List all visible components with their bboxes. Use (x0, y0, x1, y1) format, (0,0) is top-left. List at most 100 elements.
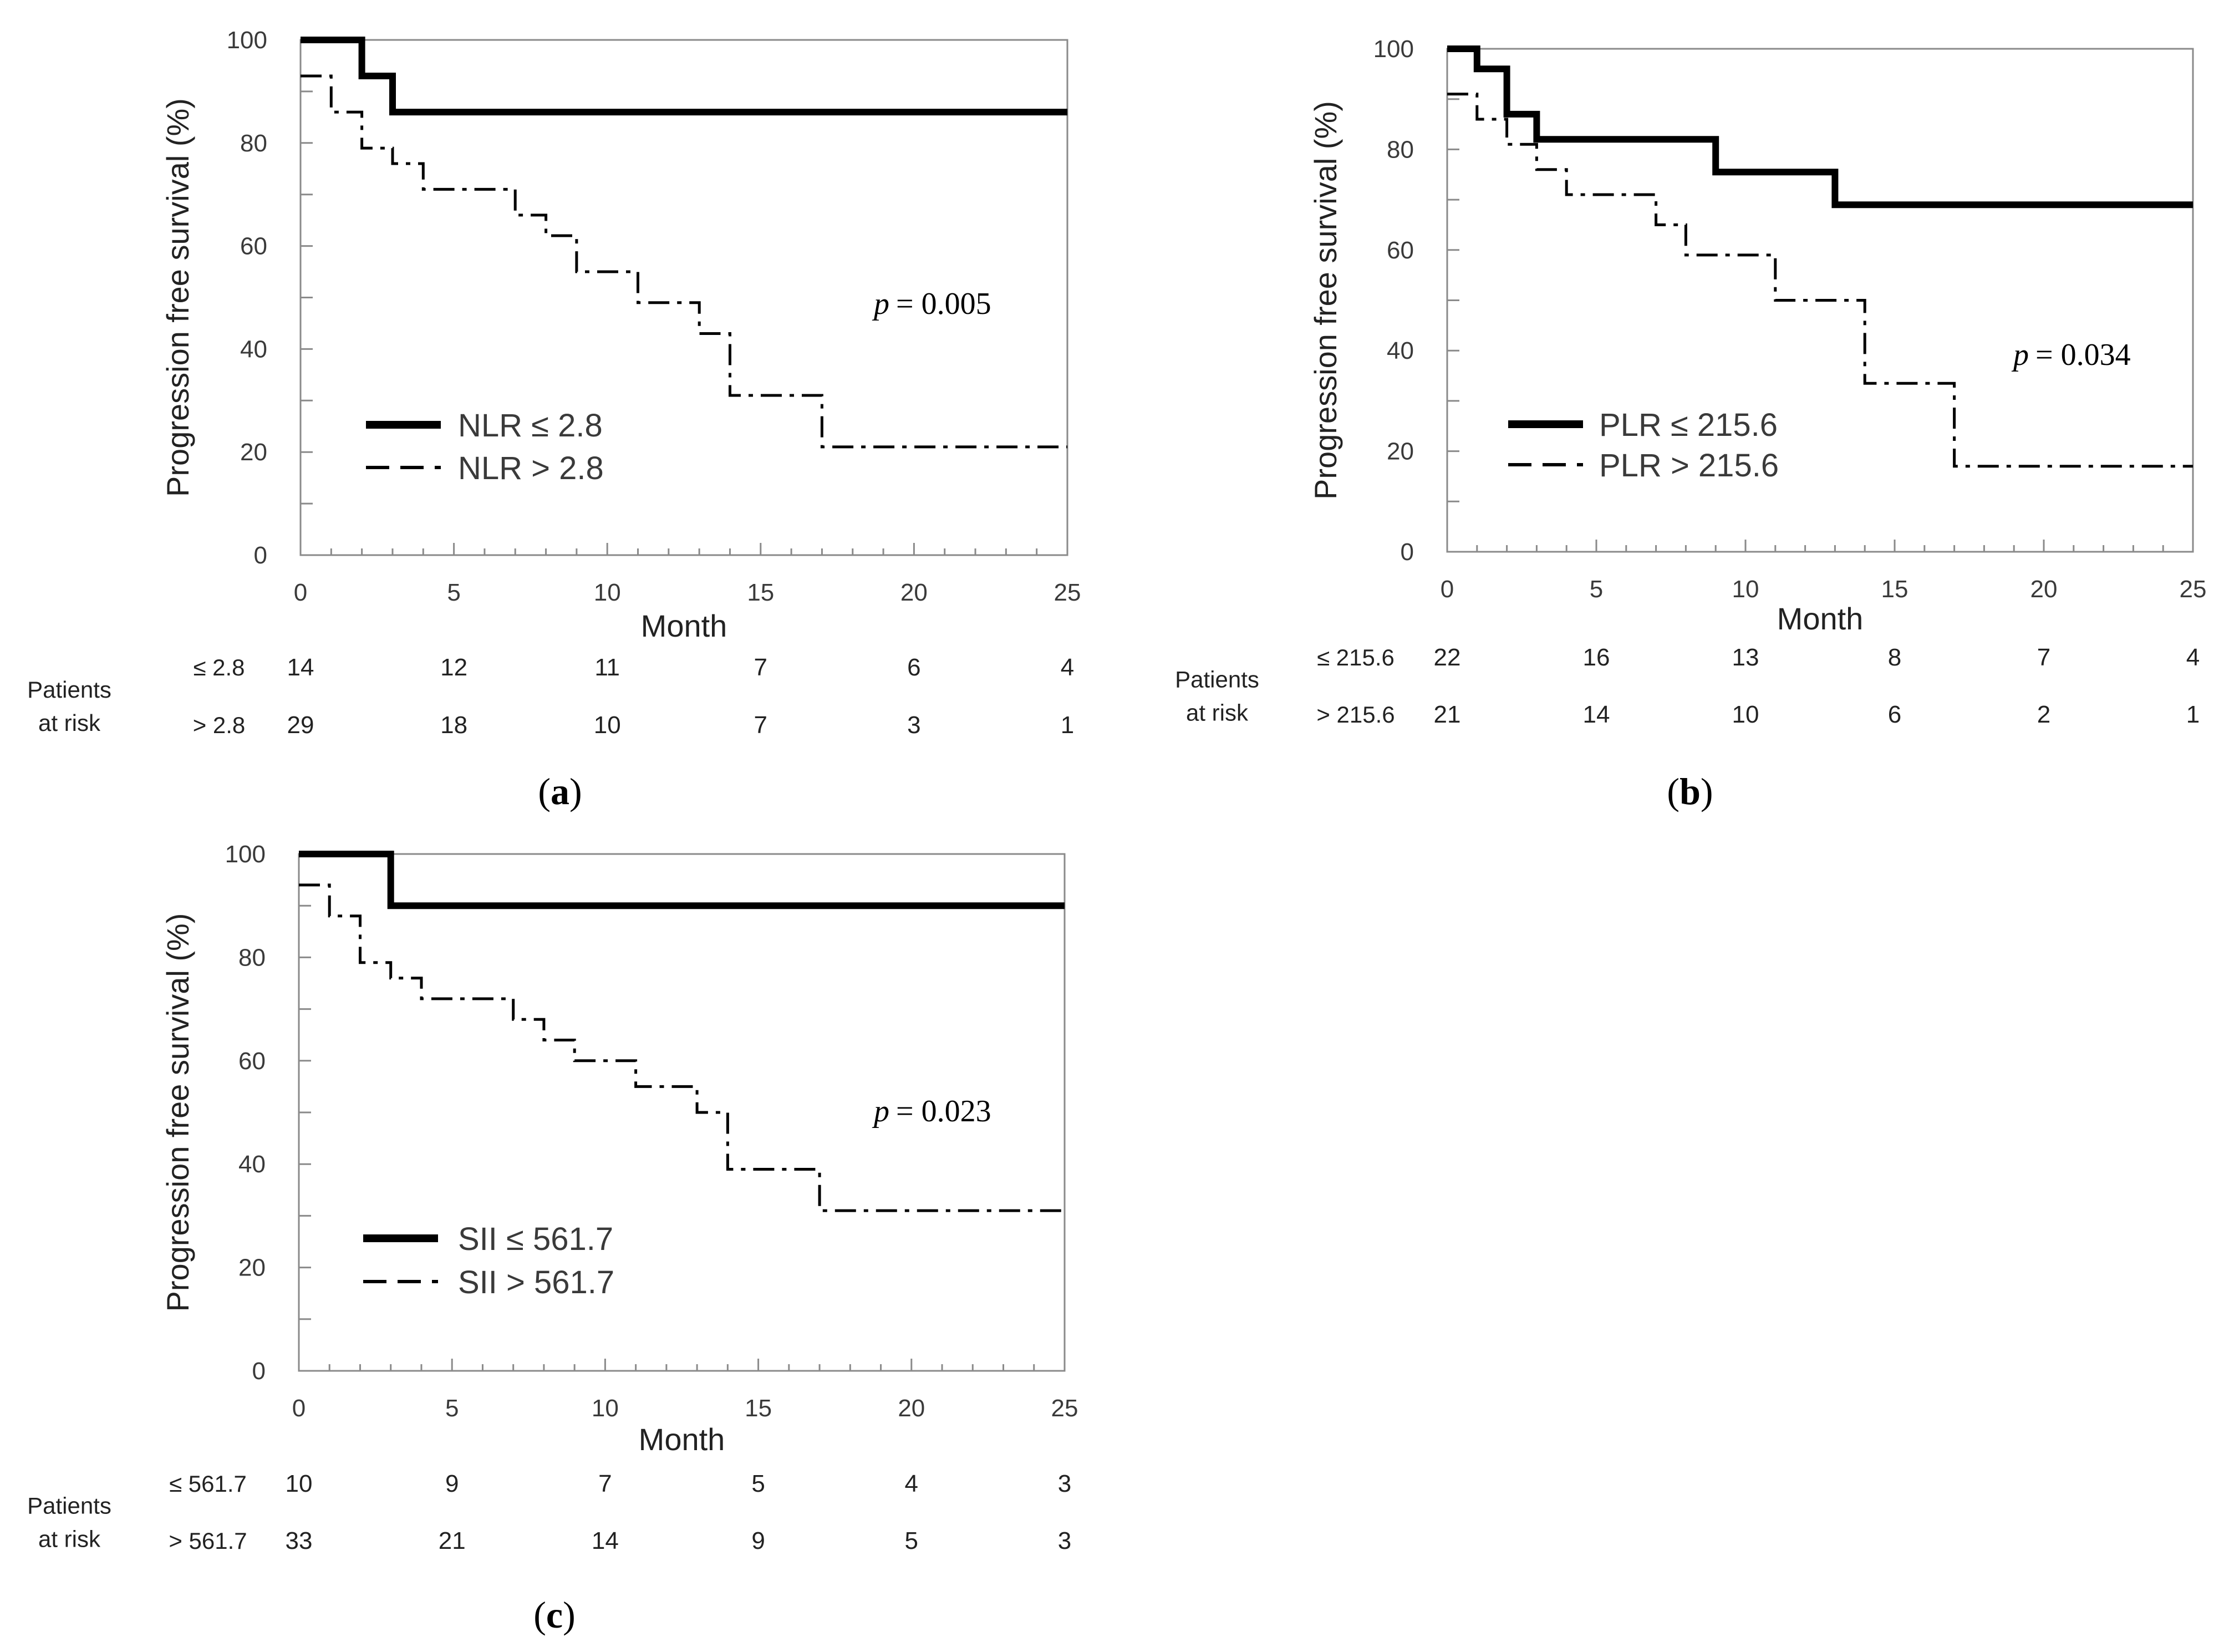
risk-value: 10 (286, 1470, 313, 1497)
y-axis: 0 20 40 60 80 100 (227, 27, 313, 569)
risk-value: 18 (440, 711, 467, 739)
x-tick-label: 20 (2030, 576, 2058, 603)
risk-table-title: Patients (27, 677, 111, 703)
risk-value: 7 (2037, 644, 2050, 671)
legend-label: PLR ≤ 215.6 (1599, 407, 1778, 443)
risk-value: 21 (439, 1527, 466, 1554)
x-tick-label: 5 (447, 579, 460, 606)
y-tick-label: 40 (240, 336, 267, 363)
y-axis-title: Progression free survival (%) (1308, 101, 1343, 500)
x-axis: 0 5 10 15 20 25 (294, 543, 1081, 606)
legend-label: SII ≤ 561.7 (458, 1221, 613, 1257)
risk-value: 3 (1058, 1470, 1071, 1497)
km-curve-low (301, 37, 1067, 116)
y-axis: 0 20 40 60 80 100 (1373, 35, 1459, 566)
y-tick-label: 20 (238, 1254, 266, 1282)
y-tick-label: 100 (225, 841, 266, 868)
legend-label: PLR > 215.6 (1599, 448, 1779, 484)
x-tick-label: 25 (1051, 1395, 1078, 1422)
risk-value: 2 (2037, 701, 2050, 728)
risk-value: 10 (594, 711, 621, 739)
risk-table: Patients at risk ≤ 561.7 10 9 7 5 4 3 > 561.7 33 21… (27, 1470, 1071, 1554)
x-tick-label: 20 (900, 579, 928, 606)
y-tick-label: 60 (238, 1048, 266, 1075)
y-tick-label: 80 (238, 944, 266, 971)
risk-table-title: Patients (1175, 667, 1259, 693)
y-tick-label: 80 (240, 130, 267, 157)
y-axis: 0 20 40 60 80 100 (225, 841, 311, 1385)
panel-caption: (c) (533, 1594, 576, 1636)
p-value-text: = 0.034 (2035, 338, 2131, 372)
legend-label: NLR > 2.8 (458, 450, 604, 486)
y-tick-label: 0 (252, 1358, 266, 1385)
risk-value: 7 (754, 711, 767, 739)
risk-value: 6 (907, 654, 920, 681)
risk-value: 9 (445, 1470, 459, 1497)
legend-label: SII > 561.7 (458, 1264, 614, 1300)
risk-value: 10 (1732, 701, 1759, 728)
x-axis: 0 5 10 15 20 25 (1441, 540, 2206, 603)
risk-row-label: > 2.8 (193, 712, 246, 738)
risk-table-title: at risk (38, 710, 101, 736)
risk-table-title: Patients (27, 1493, 111, 1519)
risk-value: 4 (1061, 654, 1074, 681)
y-tick-label: 0 (254, 542, 267, 569)
risk-value: 14 (592, 1527, 619, 1554)
y-tick-label: 60 (1387, 237, 1414, 264)
risk-value: 5 (905, 1527, 918, 1554)
km-panel-2: 0 20 40 60 80 100 0 5 10 15 20 25 Progression free s… (27, 841, 1078, 1636)
risk-value: 13 (1732, 644, 1759, 671)
p-value: p = 0.023 (872, 1094, 991, 1129)
legend-label: NLR ≤ 2.8 (458, 408, 603, 444)
y-tick-label: 20 (1387, 438, 1414, 465)
risk-value: 9 (751, 1527, 765, 1554)
risk-value: 3 (907, 711, 920, 739)
km-panel-0: 0 20 40 60 80 100 0 5 10 15 20 25 Progression free s… (27, 27, 1081, 812)
y-tick-label: 100 (1373, 35, 1414, 63)
risk-value: 4 (905, 1470, 918, 1497)
panel-caption: (a) (538, 770, 582, 812)
risk-value: 1 (1061, 711, 1074, 739)
y-tick-label: 20 (240, 439, 267, 466)
risk-row-label: ≤ 2.8 (193, 654, 245, 680)
y-tick-label: 80 (1387, 136, 1414, 163)
p-value-symbol: p (2011, 338, 2029, 372)
x-tick-label: 20 (898, 1395, 925, 1422)
x-tick-label: 0 (1441, 576, 1454, 603)
x-tick-label: 10 (1732, 576, 1759, 603)
risk-row-label: ≤ 215.6 (1317, 644, 1395, 670)
x-tick-label: 0 (294, 579, 307, 606)
risk-row-label: > 215.6 (1316, 702, 1395, 728)
risk-table-title: at risk (1186, 700, 1249, 726)
p-value-symbol: p (872, 287, 889, 321)
risk-value: 6 (1888, 701, 1901, 728)
risk-value: 12 (440, 654, 467, 681)
x-axis: 0 5 10 15 20 25 (292, 1359, 1078, 1422)
risk-value: 21 (1434, 701, 1461, 728)
km-panel-1: 0 20 40 60 80 100 0 5 10 15 20 25 Progression free s… (1175, 35, 2206, 812)
y-tick-label: 60 (240, 233, 267, 260)
x-tick-label: 10 (594, 579, 621, 606)
km-curve-high (301, 74, 1067, 449)
risk-table-title: at risk (38, 1526, 101, 1552)
risk-value: 5 (751, 1470, 765, 1497)
x-axis-title: Month (639, 1422, 725, 1457)
x-tick-label: 5 (1590, 576, 1603, 603)
risk-value: 22 (1434, 644, 1461, 671)
p-value-text: = 0.023 (896, 1094, 991, 1129)
x-tick-label: 5 (445, 1395, 459, 1422)
x-axis-title: Month (641, 608, 727, 643)
risk-row-label: > 561.7 (169, 1528, 247, 1554)
risk-value: 14 (1583, 701, 1610, 728)
km-curve-low (1447, 45, 2193, 209)
risk-table: Patients at risk ≤ 2.8 14 12 11 7 6 4 > 2.8 29 18 10… (27, 654, 1074, 739)
x-tick-label: 15 (1881, 576, 1909, 603)
risk-row-label: ≤ 561.7 (169, 1471, 247, 1497)
risk-value: 14 (287, 654, 314, 681)
risk-value: 1 (2186, 701, 2200, 728)
p-value: p = 0.005 (872, 287, 991, 321)
x-tick-label: 15 (747, 579, 774, 606)
km-curve-low (299, 851, 1065, 909)
km-curve-high (1447, 93, 2193, 468)
